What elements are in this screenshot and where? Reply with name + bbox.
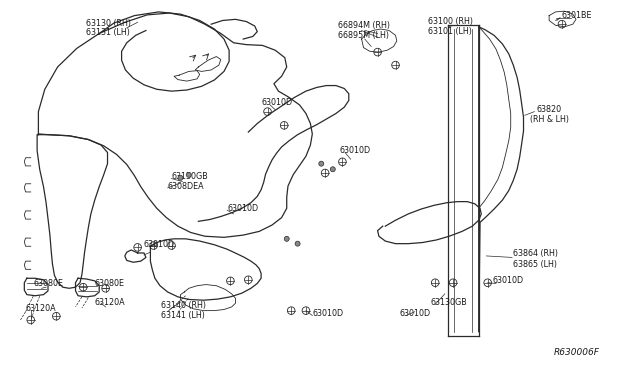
Text: 63864 (RH): 63864 (RH) [513, 249, 558, 258]
Text: 63130 (RH): 63130 (RH) [86, 19, 131, 28]
Text: 63120A: 63120A [26, 304, 56, 312]
Text: 63010D: 63010D [261, 98, 292, 107]
Circle shape [284, 236, 289, 241]
Text: 6301BE: 6301BE [562, 11, 593, 20]
Text: 63140 (RH): 63140 (RH) [161, 301, 206, 310]
Text: R630006F: R630006F [554, 348, 600, 357]
Text: 63130GB: 63130GB [430, 298, 467, 307]
Text: 63010D: 63010D [400, 309, 431, 318]
Text: 63010D: 63010D [227, 204, 259, 213]
Text: 63865 (LH): 63865 (LH) [513, 260, 557, 269]
Text: 63141 (LH): 63141 (LH) [161, 311, 205, 320]
Text: 63010D: 63010D [493, 276, 524, 285]
Text: 66895M (LH): 66895M (LH) [338, 31, 389, 40]
Circle shape [330, 167, 335, 172]
Text: 63080E: 63080E [33, 279, 63, 288]
Text: 63130GB: 63130GB [172, 172, 208, 181]
Text: 63131 (LH): 63131 (LH) [86, 28, 131, 37]
Text: 63010D: 63010D [144, 240, 175, 249]
Circle shape [186, 172, 191, 177]
Text: 6308DEA: 6308DEA [168, 182, 204, 191]
Text: (RH & LH): (RH & LH) [530, 115, 569, 124]
Text: 63820: 63820 [536, 105, 561, 114]
Circle shape [295, 241, 300, 246]
Circle shape [319, 161, 324, 166]
Text: 63010D: 63010D [339, 146, 371, 155]
Text: 63080E: 63080E [95, 279, 125, 288]
Text: 66894M (RH): 66894M (RH) [338, 21, 390, 30]
Text: 63101 (LH): 63101 (LH) [428, 27, 472, 36]
Text: 63100 (RH): 63100 (RH) [428, 17, 472, 26]
Text: 63010D: 63010D [312, 309, 344, 318]
Text: 63120A: 63120A [95, 298, 125, 307]
Circle shape [178, 175, 183, 180]
